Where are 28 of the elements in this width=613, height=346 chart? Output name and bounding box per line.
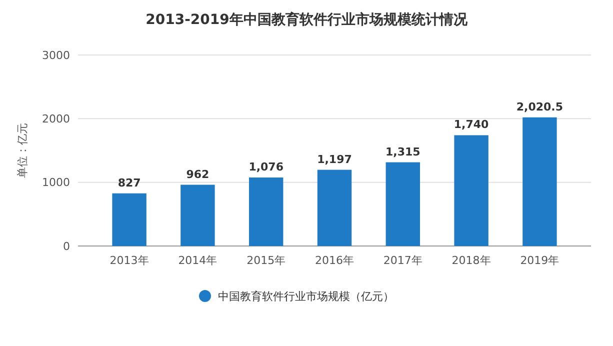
x-tick-label: 2017年	[383, 254, 422, 267]
text: 827	[118, 176, 141, 190]
y-axis-title: 单位：亿元	[16, 123, 29, 178]
text: 1,197	[317, 152, 352, 166]
bar	[454, 135, 488, 246]
text: 1,740	[454, 118, 489, 132]
x-tick-label: 2018年	[452, 254, 491, 267]
text: 2,020.5	[516, 100, 564, 114]
y-tick-label: 1000	[42, 176, 70, 190]
y-tick-label: 2000	[42, 112, 70, 126]
bar	[317, 170, 352, 246]
text: 1,076	[248, 160, 284, 174]
text: 1,315	[386, 145, 420, 158]
x-tick-label: 2013年	[110, 254, 149, 267]
text: 962	[186, 168, 210, 181]
y-tick-label: 0	[63, 240, 70, 253]
x-tick-label: 2019年	[520, 254, 560, 267]
chart-title: 2013-2019年中国教育软件行业市场规模统计情况	[146, 11, 468, 28]
bar	[180, 184, 215, 246]
bar	[522, 117, 557, 246]
x-tick-label: 2016年	[315, 254, 354, 267]
bar	[386, 162, 420, 246]
x-tick-label: 2014年	[178, 254, 218, 267]
x-tick-label: 2015年	[246, 254, 286, 267]
bar	[112, 193, 146, 246]
bar	[249, 177, 284, 246]
legend-label: 中国教育软件行业市场规模（亿元）	[218, 290, 394, 303]
y-tick-label: 3000	[42, 48, 70, 62]
